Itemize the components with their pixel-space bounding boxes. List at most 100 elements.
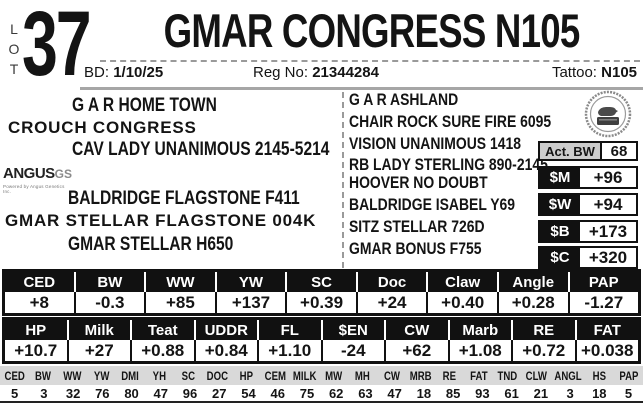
pedigree-ancestor: BALDRIDGE ISABEL Y69 xyxy=(349,195,516,215)
epd-header: CED xyxy=(5,272,76,292)
percentile-header: CW xyxy=(383,368,400,383)
epd-value-row: +10.7 +27 +0.88 +0.84 +1.10 -24 +62 +1.0… xyxy=(5,340,638,361)
epd-value: -0.3 xyxy=(76,292,147,313)
epd-value: +0.038 xyxy=(581,340,634,360)
epd-table-growth: CED BW WW YW SC Doc Claw Angle PAP +8 -0… xyxy=(2,269,641,316)
reg-label: Reg No: xyxy=(253,64,313,81)
epd-value: -24 xyxy=(323,340,386,361)
tattoo-value: N105 xyxy=(601,64,637,81)
percentile-header-row: CED BW WW YW DMI YH SC DOC HP CEM MILK M… xyxy=(0,366,643,385)
epd-header: Milk xyxy=(68,320,132,340)
identity-row: BD: 1/10/25 Reg No: 21344284 Tattoo: N10… xyxy=(0,64,643,86)
birth-date-value: 1/10/25 xyxy=(113,64,164,81)
pedigree-ancestor: GMAR BONUS F755 xyxy=(349,238,482,258)
percentile-value: 3 xyxy=(566,385,574,401)
pedigree-sire: CROUCH CONGRESS xyxy=(8,118,197,137)
angus-gs-suffix: GS xyxy=(54,167,73,181)
percentile-header: BW xyxy=(35,368,52,383)
percentile-value: 47 xyxy=(387,385,402,401)
epd-value: +24 xyxy=(358,292,429,313)
epd-header: Claw xyxy=(428,272,499,292)
pedigree-ancestor: VISION UNANIMOUS 1418 xyxy=(349,133,521,153)
lot-letter: L xyxy=(10,21,18,37)
dollar-value-c: $C +320 xyxy=(538,246,638,269)
epd-header: Doc xyxy=(357,272,429,292)
percentile-header: MW xyxy=(325,368,343,383)
epd-value: +0.72 xyxy=(513,340,577,361)
pedigree-ancestor: HOOVER NO DOUBT xyxy=(349,173,488,193)
pedigree-sire-sire: G A R HOME TOWN xyxy=(72,95,217,116)
lot-number: 37 xyxy=(22,0,92,95)
epd-value: +0.39 xyxy=(287,292,358,313)
percentile-value: 3 xyxy=(40,385,48,401)
epd-header: YW xyxy=(216,272,288,292)
epd-header: FL xyxy=(259,320,323,340)
dollar-c-label: $C xyxy=(540,248,580,267)
percentile-header: MILK xyxy=(292,368,317,383)
percentile-header: RE xyxy=(442,368,457,383)
lot-letter: O xyxy=(8,41,20,57)
epd-header-row: CED BW WW YW SC Doc Claw Angle PAP xyxy=(5,272,639,292)
epd-header: BW xyxy=(75,272,147,292)
dollar-value-b: $B +173 xyxy=(538,220,638,243)
pedigree-extended-list: G A R ASHLAND CHAIR ROCK SURE FIRE 6095 … xyxy=(349,90,552,261)
tattoo-label: Tattoo: xyxy=(551,64,602,81)
epd-header-row: HP Milk Teat UDDR FL $EN CW Marb RE FAT xyxy=(5,320,638,340)
dollar-b-label: $B xyxy=(540,222,580,241)
percentile-value: 21 xyxy=(533,385,549,401)
percentile-value: 5 xyxy=(624,385,633,401)
epd-header: RE xyxy=(513,320,577,340)
percentile-value: 96 xyxy=(182,385,198,401)
pedigree-dam-sire: BALDRIDGE FLAGSTONE F411 xyxy=(68,188,300,209)
percentile-value: 61 xyxy=(504,385,519,401)
epd-value: +62 xyxy=(386,340,450,361)
dollar-m-value: +96 xyxy=(593,167,623,187)
birth-date: BD: 1/10/25 xyxy=(84,64,163,81)
epd-value: +137 xyxy=(217,292,288,313)
epd-value: +85 xyxy=(146,292,217,313)
section-rule xyxy=(80,87,643,90)
dashed-divider xyxy=(100,60,640,62)
epd-value: +0.88 xyxy=(132,340,196,361)
animal-name: GMAR CONGRESS N105 xyxy=(163,4,581,57)
percentile-value: 93 xyxy=(475,385,490,401)
epd-header: UDDR xyxy=(195,320,259,340)
percentile-value: 63 xyxy=(358,385,373,401)
dollar-m-label: $M xyxy=(540,168,580,187)
epd-header: PAP xyxy=(569,272,639,292)
epd-header: SC xyxy=(287,272,358,292)
pedigree-dam: GMAR STELLAR FLAGSTONE 004K xyxy=(5,211,317,230)
percentile-header: HP xyxy=(239,368,254,383)
epd-value: +1.10 xyxy=(259,340,323,361)
dollar-b-value: +173 xyxy=(588,221,628,241)
percentile-rank-table: CED BW WW YW DMI YH SC DOC HP CEM MILK M… xyxy=(0,366,643,401)
pedigree-ancestor: CHAIR ROCK SURE FIRE 6095 xyxy=(349,111,552,131)
epd-value: +0.40 xyxy=(428,292,499,313)
dollar-value-w: $W +94 xyxy=(538,193,638,216)
pedigree-ancestor: G A R ASHLAND xyxy=(349,90,459,109)
percentile-header: MRB xyxy=(409,368,432,383)
angus-logo-tagline: Powered by Angus Genetics Inc. xyxy=(3,184,65,194)
epd-value: +0.28 xyxy=(499,292,570,313)
percentile-header: YW xyxy=(93,368,110,383)
act-bw-label: Act. BW xyxy=(540,143,602,159)
dollar-value-m: $M +96 xyxy=(538,166,638,189)
pedigree-ancestor: RB LADY STERLING 890-2145 xyxy=(349,155,548,175)
epd-header: CW xyxy=(386,320,450,340)
epd-header: Teat xyxy=(132,320,196,340)
registration-number: Reg No: 21344284 xyxy=(253,64,379,81)
percentile-header: WW xyxy=(63,368,82,383)
percentile-header: DMI xyxy=(121,368,140,383)
epd-header: Angle xyxy=(498,272,570,292)
epd-value-row: +8 -0.3 +85 +137 +0.39 +24 +0.40 +0.28 -… xyxy=(5,292,638,313)
percentile-header: TND xyxy=(497,368,518,383)
percentile-value: 32 xyxy=(65,385,81,401)
percentile-header: PAP xyxy=(619,368,639,383)
pedigree-dashed-divider xyxy=(342,92,344,268)
percentile-header: ANGL xyxy=(554,368,582,383)
percentile-value: 18 xyxy=(592,385,607,401)
birth-date-label: BD: xyxy=(84,64,114,81)
epd-value: +8 xyxy=(5,292,76,313)
percentile-value: 18 xyxy=(416,385,432,401)
